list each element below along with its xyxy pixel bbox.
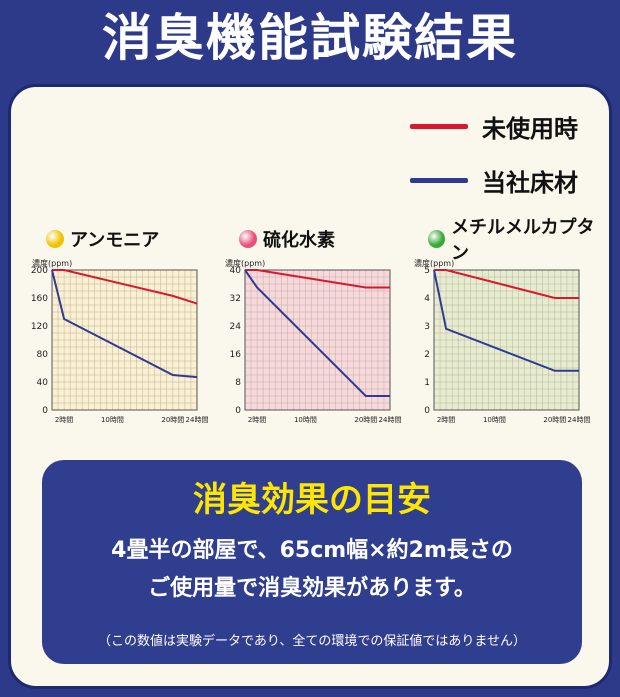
series-line-unused <box>434 269 579 299</box>
legend-label-unused: 未使用時 <box>482 114 578 143</box>
y-tick-label: 4 <box>424 294 430 304</box>
guide-line-2: ご使用量で消臭効果があります。 <box>148 576 476 601</box>
y-tick-label: 200 <box>31 266 48 276</box>
x-tick-label: 2時間 <box>437 416 455 424</box>
x-tick-label: 2時間 <box>248 416 266 424</box>
legend-item-ours: 当社床材 <box>410 160 578 200</box>
guide-title: 消臭効果の目安 <box>193 480 431 520</box>
x-tick-label: 10時間 <box>294 416 317 424</box>
y-tick-label: 16 <box>230 350 242 360</box>
series-line-unused <box>245 269 390 289</box>
chart-head: メチルメルカプタン <box>428 217 604 264</box>
legend-line-ours <box>410 177 468 183</box>
series-line-ours <box>51 269 198 379</box>
y-tick-label: 8 <box>235 378 241 388</box>
x-tick-label: 24時間 <box>186 416 209 424</box>
chart-plot: 0 8 16 24 32 40 2時間 10時間 20時間 24時間 <box>230 266 402 424</box>
chart-ammonia: アンモニア 濃度(ppm) 0 40 80 120 160 200 2時間 10時間 20時間 2… <box>31 222 222 437</box>
x-tick-label: 10時間 <box>483 416 506 424</box>
page-title: 消臭機能試験結果 <box>102 9 518 67</box>
y-tick-label: 0 <box>424 406 430 416</box>
x-tick-label: 20時間 <box>161 416 184 424</box>
y-tick-label: 32 <box>230 294 241 304</box>
legend-item-unused: 未使用時 <box>410 106 578 146</box>
chart-hydrogen-sulfide: 硫化水素 濃度(ppm) 0 8 16 24 32 40 2時間 10時間 20時間 24時間 <box>225 222 415 437</box>
guide-line-1: 4畳半の部屋で、65cm幅×約2m長さの <box>111 538 513 563</box>
x-tick-label: 2時間 <box>55 416 73 424</box>
y-tick-label: 24 <box>230 322 242 332</box>
chart-title: メチルメルカプタン <box>451 217 595 264</box>
x-tick-label: 24時間 <box>568 416 591 424</box>
x-tick-label: 20時間 <box>543 416 566 424</box>
x-tick-label: 10時間 <box>101 416 124 424</box>
y-tick-label: 5 <box>424 266 430 276</box>
chart-plot: 0 1 2 3 4 5 2時間 10時間 20時間 24時間 <box>424 266 591 424</box>
plot-frame <box>433 269 580 411</box>
series-line-ours <box>433 269 579 372</box>
y-axis-unit: 濃度(ppm) <box>225 259 266 268</box>
y-axis-unit: 濃度(ppm) <box>32 259 73 268</box>
y-tick-label: 0 <box>235 406 241 416</box>
guide-note: （この数値は実験データであり、全ての環境での保証値ではありません） <box>98 634 526 649</box>
plot-frame <box>244 269 391 411</box>
y-axis-unit: 濃度(ppm) <box>414 259 455 268</box>
y-tick-label: 40 <box>37 378 49 388</box>
chart-head: 硫化水素 <box>239 222 335 256</box>
y-tick-label: 120 <box>31 322 48 332</box>
y-tick-label: 0 <box>42 406 48 416</box>
marker-dot-icon <box>239 230 257 248</box>
y-tick-label: 160 <box>31 294 48 304</box>
chart-plot: 0 40 80 120 160 200 2時間 10時間 20時間 24時間 <box>31 266 209 424</box>
y-tick-label: 2 <box>424 350 430 360</box>
chart-methyl-mercaptan: メチルメルカプタン 濃度(ppm) 0 1 2 3 4 5 2時間 10時間 20時間 24時間 <box>414 217 604 437</box>
legend-label-ours: 当社床材 <box>482 168 578 197</box>
y-tick-label: 80 <box>37 350 49 360</box>
y-tick-label: 1 <box>424 378 430 388</box>
x-tick-label: 20時間 <box>354 416 377 424</box>
guide-box: 消臭効果の目安 4畳半の部屋で、65cm幅×約2m長さの ご使用量で消臭効果があ… <box>42 460 582 664</box>
y-tick-label: 40 <box>230 266 242 276</box>
series-line-ours <box>244 269 390 397</box>
chart-head: アンモニア <box>46 222 159 256</box>
legend-line-unused <box>410 123 468 129</box>
series-line-unused <box>52 269 198 305</box>
chart-title: 硫化水素 <box>263 230 335 251</box>
x-tick-label: 24時間 <box>379 416 402 424</box>
plot-frame <box>51 269 198 411</box>
marker-dot-icon <box>428 230 446 248</box>
y-tick-label: 3 <box>424 322 430 332</box>
chart-title: アンモニア <box>70 230 160 251</box>
marker-dot-icon <box>46 230 64 248</box>
